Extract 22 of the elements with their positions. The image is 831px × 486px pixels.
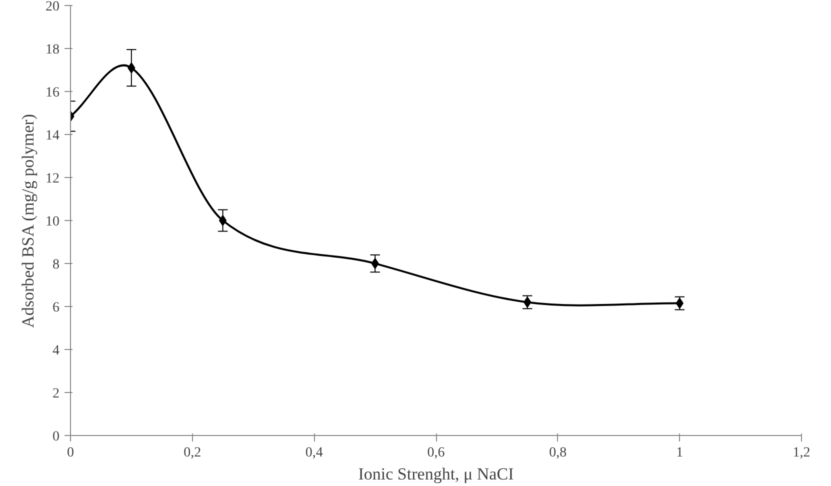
x-tick-label: 0,2	[184, 446, 202, 460]
point	[371, 258, 379, 269]
y-axis-title: Adsorbed BSA (mg/g polymer)	[18, 114, 38, 328]
x-tick-label: 0,6	[427, 446, 445, 460]
y-tick-label: 18	[46, 42, 60, 58]
y-tick-label: 16	[46, 86, 60, 100]
x-tick-label: 1	[676, 446, 684, 460]
y-tick-label: 20	[46, 0, 60, 14]
x-axis-title: Ionic Strenght, μ NaCI	[358, 464, 514, 484]
y-tick-label: 10	[46, 214, 60, 230]
x-tick-label: 0	[67, 446, 74, 460]
y-tick-label: 6	[52, 300, 60, 316]
x-tick-label: 1,2	[792, 446, 810, 460]
x-tick-label: 0,4	[305, 446, 323, 460]
y-tick-label: 4	[52, 344, 60, 358]
y-tick-label: 14	[46, 128, 60, 144]
x-tick-label: 0,8	[549, 446, 567, 460]
y-tick-label: 2	[52, 386, 60, 402]
point	[218, 215, 227, 226]
y-tick-label: 8	[52, 258, 60, 272]
y-tick-label: 0	[52, 430, 60, 444]
y-tick-label: 12	[46, 172, 60, 186]
